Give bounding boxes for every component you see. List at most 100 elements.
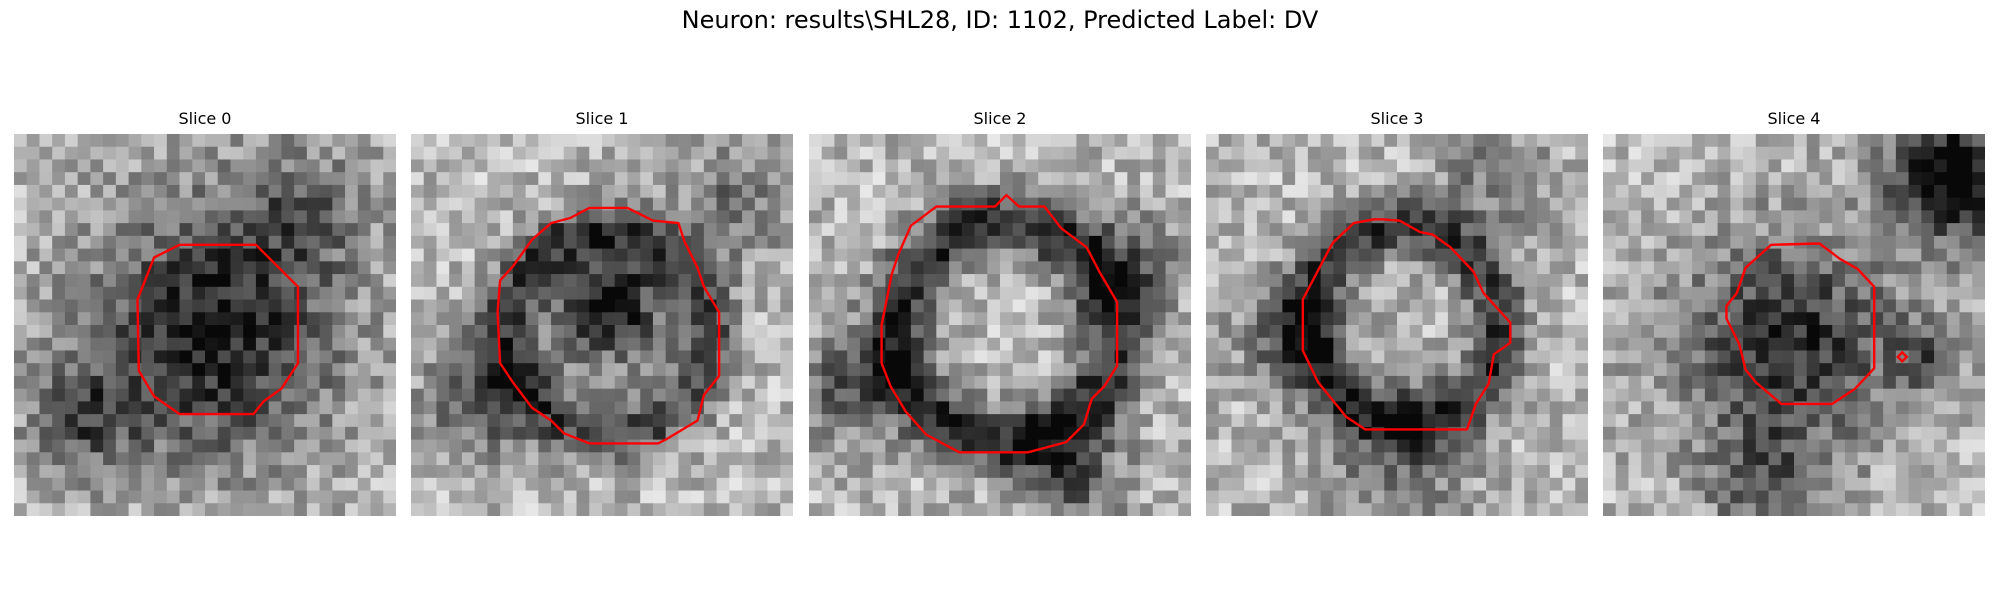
image-pixel <box>678 184 692 199</box>
image-pixel <box>345 426 359 440</box>
image-pixel <box>474 490 488 504</box>
image-pixel <box>90 477 104 491</box>
image-pixel <box>319 248 333 262</box>
image-pixel <box>1806 465 1820 479</box>
image-pixel <box>1575 197 1588 211</box>
image-pixel <box>1346 465 1360 479</box>
image-pixel <box>1063 261 1077 275</box>
image-pixel <box>1562 261 1576 275</box>
image-pixel <box>1498 465 1512 479</box>
image-pixel <box>1717 134 1731 148</box>
image-pixel <box>563 465 577 479</box>
image-pixel <box>1063 159 1077 173</box>
image-pixel <box>103 261 117 275</box>
image-pixel <box>281 452 295 466</box>
image-pixel <box>1781 159 1795 173</box>
image-pixel <box>1679 490 1693 504</box>
image-pixel <box>1178 197 1191 211</box>
image-pixel <box>809 146 823 160</box>
image-pixel <box>627 223 641 237</box>
image-pixel <box>961 503 975 516</box>
image-pixel <box>370 401 384 415</box>
image-pixel <box>1537 490 1551 504</box>
image-pixel <box>1231 274 1245 288</box>
image-pixel <box>525 248 539 262</box>
image-pixel <box>691 172 705 186</box>
image-pixel <box>538 210 552 224</box>
image-pixel <box>1832 490 1846 504</box>
image-pixel <box>52 414 66 428</box>
image-pixel <box>1307 414 1321 428</box>
image-pixel <box>1832 210 1846 224</box>
image-pixel <box>1244 401 1258 415</box>
image-pixel <box>780 172 793 186</box>
image-pixel <box>411 261 425 275</box>
image-pixel <box>1000 452 1014 466</box>
image-pixel <box>1063 312 1077 326</box>
image-pixel <box>614 337 628 351</box>
image-pixel <box>602 223 616 237</box>
image-pixel <box>1870 426 1884 440</box>
image-pixel <box>678 490 692 504</box>
image-pixel <box>1346 248 1360 262</box>
image-pixel <box>1603 299 1617 313</box>
image-pixel <box>345 401 359 415</box>
image-pixel <box>411 363 425 377</box>
image-pixel <box>742 286 756 300</box>
image-pixel <box>1794 503 1808 516</box>
image-pixel <box>1857 248 1871 262</box>
image-pixel <box>847 401 861 415</box>
image-pixel <box>1972 223 1985 237</box>
image-pixel <box>1883 134 1897 148</box>
image-pixel <box>281 490 295 504</box>
image-pixel <box>205 465 219 479</box>
image-pixel <box>1050 184 1065 199</box>
image-pixel <box>1755 465 1769 479</box>
image-pixel <box>652 172 667 186</box>
image-pixel <box>652 426 667 440</box>
image-pixel <box>255 363 270 377</box>
image-pixel <box>1397 261 1411 275</box>
image-pixel <box>1794 350 1808 364</box>
image-pixel <box>1435 299 1449 313</box>
image-pixel <box>1653 337 1668 351</box>
image-pixel <box>1178 350 1191 364</box>
image-pixel <box>961 286 975 300</box>
image-pixel <box>767 159 781 173</box>
image-pixel <box>754 375 768 390</box>
image-pixel <box>1946 159 1960 173</box>
image-pixel <box>52 401 66 415</box>
image-pixel <box>859 312 874 326</box>
image-pixel <box>345 363 359 377</box>
image-pixel <box>1806 159 1820 173</box>
image-pixel <box>742 325 756 339</box>
image-pixel <box>627 261 641 275</box>
image-pixel <box>26 452 40 466</box>
image-pixel <box>1435 477 1449 491</box>
image-pixel <box>1498 350 1512 364</box>
image-pixel <box>1231 401 1245 415</box>
image-pixel <box>1012 363 1026 377</box>
image-pixel <box>767 337 781 351</box>
image-pixel <box>1231 388 1245 402</box>
image-pixel <box>449 210 463 224</box>
image-pixel <box>1101 286 1115 300</box>
image-pixel <box>1076 172 1090 186</box>
image-pixel <box>39 248 53 262</box>
image-pixel <box>1498 184 1512 199</box>
image-pixel <box>1152 286 1166 300</box>
image-pixel <box>268 414 282 428</box>
image-pixel <box>243 223 257 237</box>
image-pixel <box>1256 197 1271 211</box>
image-pixel <box>1755 146 1769 160</box>
image-pixel <box>1165 312 1179 326</box>
image-pixel <box>716 503 730 516</box>
image-pixel <box>281 299 295 313</box>
image-pixel <box>1397 388 1411 402</box>
image-pixel <box>821 325 835 339</box>
image-pixel <box>1755 426 1769 440</box>
image-pixel <box>1422 274 1436 288</box>
image-pixel <box>500 172 514 186</box>
image-pixel <box>589 248 603 262</box>
image-pixel <box>1397 452 1411 466</box>
